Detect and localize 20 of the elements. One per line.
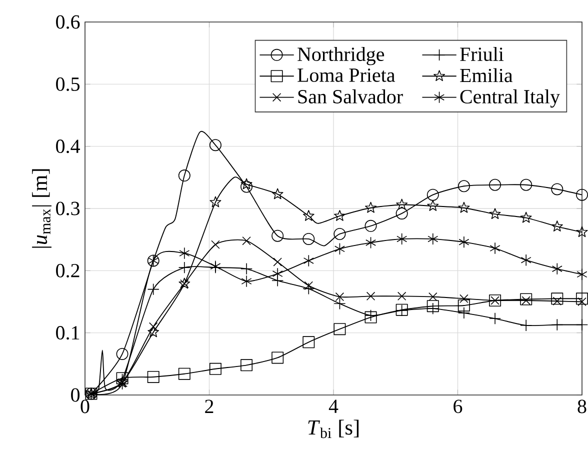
x-tick-label: 0	[80, 400, 90, 414]
x-tick-label: 2	[205, 400, 214, 413]
y-axis-title: |u$_{max}$| [m]	[32, 169, 52, 248]
legend-label: San Salvador	[298, 89, 403, 104]
y-tick-label: 0.5	[56, 77, 80, 91]
x-tick-label: 8	[578, 400, 586, 414]
legend-label: Central Italy	[460, 89, 560, 108]
y-tick-label: 0.6	[56, 15, 80, 29]
legend-label: Northridge	[298, 46, 384, 66]
x-tick-label: 4	[328, 400, 338, 413]
y-tick-label: 0.1	[56, 326, 80, 340]
x-axis-title: T$_{bi}$ [s]	[308, 420, 359, 438]
y-tick-label: 0.2	[56, 264, 80, 278]
legend-label: Friuli	[460, 46, 504, 62]
y-tick-label: 0.4	[56, 140, 80, 154]
legend-label: Emilia	[460, 68, 513, 82]
x-tick-label: 6	[454, 400, 462, 414]
y-tick-label: 0.3	[56, 202, 80, 216]
legend-label: Loma Prieta	[298, 68, 396, 82]
y-tick-label: 0	[71, 388, 80, 402]
